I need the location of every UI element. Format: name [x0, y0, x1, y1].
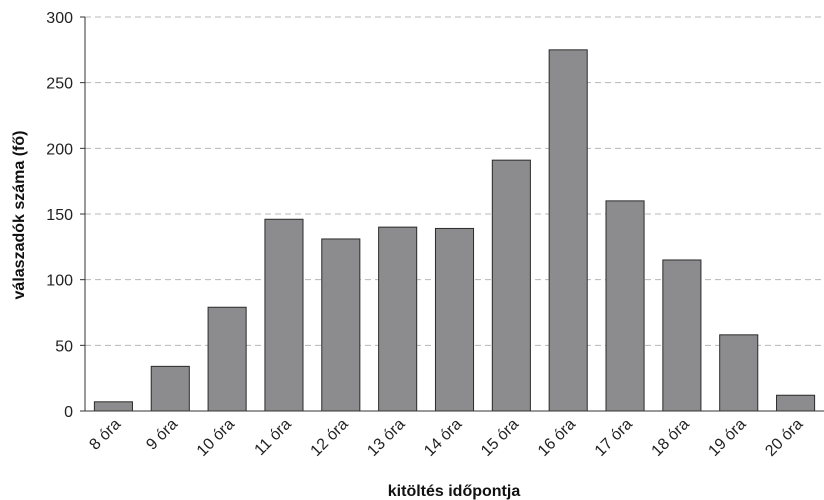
- y-tick-label: 150: [46, 207, 73, 224]
- bar-11-óra: [264, 218, 304, 412]
- bar-20-óra: [776, 394, 816, 412]
- x-tick-label: 19 óra: [705, 416, 749, 460]
- x-tick-label: 13 óra: [364, 416, 408, 460]
- bars: [93, 49, 816, 412]
- bar-17-óra: [605, 200, 645, 412]
- x-axis-tick-labels: 8 óra 9 óra 10 óra 11 óra 12 óra 13 óra 14 óra…: [86, 416, 806, 460]
- bar-14-óra: [434, 227, 475, 412]
- bar-15-óra: [491, 159, 531, 412]
- y-tick-label: 250: [46, 76, 73, 93]
- bar-16-óra: [548, 49, 588, 412]
- y-axis-tick-labels: 0 50 100 150 200 250 300: [46, 10, 85, 421]
- bar-19-óra: [719, 334, 759, 412]
- bar-8-óra: [93, 401, 133, 412]
- bar-10-óra: [207, 306, 247, 412]
- y-axis-title: válaszadók száma (fő): [11, 131, 28, 300]
- x-axis-title: kitöltés időpontja: [388, 483, 521, 500]
- x-tick-label: 10 óra: [194, 416, 238, 460]
- x-tick-label: 8 óra: [86, 416, 124, 454]
- x-tick-label: 14 óra: [421, 416, 465, 460]
- x-tick-label: 12 óra: [308, 416, 352, 460]
- x-tick-label: 9 óra: [143, 416, 181, 454]
- x-tick-label: 17 óra: [592, 416, 636, 460]
- bar-12-óra: [321, 238, 361, 412]
- bar-13-óra: [378, 226, 418, 412]
- y-tick-label: 200: [46, 141, 73, 158]
- y-tick-label: 50: [55, 338, 73, 355]
- x-tick-label: 15 óra: [478, 416, 522, 460]
- y-tick-label: 100: [46, 273, 73, 290]
- x-tick-label: 20 óra: [762, 416, 806, 460]
- y-tick-label: 300: [46, 10, 73, 27]
- bar-18-óra: [662, 259, 702, 412]
- x-tick-label: 11 óra: [252, 416, 295, 459]
- x-tick-label: 18 óra: [649, 416, 693, 460]
- y-tick-label: 0: [64, 404, 73, 421]
- x-tick-label: 16 óra: [535, 416, 579, 460]
- bar-9-óra: [150, 365, 190, 412]
